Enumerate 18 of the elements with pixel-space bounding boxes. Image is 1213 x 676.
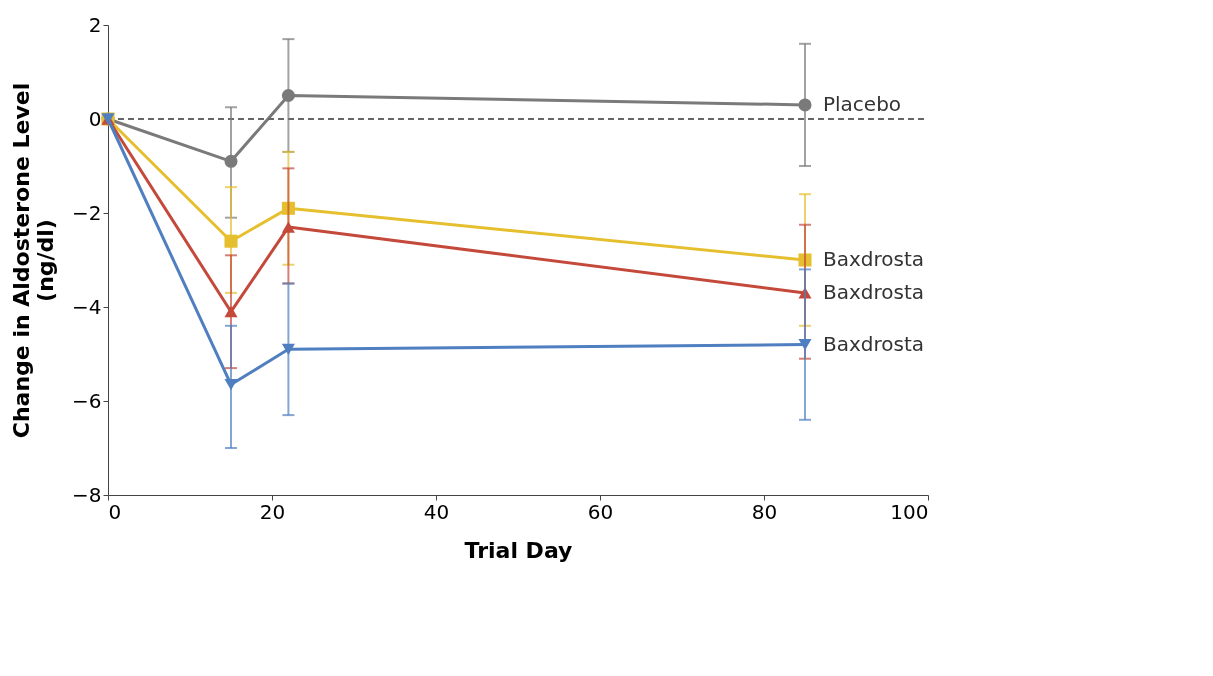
x-axis-title: Trial Day (464, 537, 573, 563)
y-tick-label: −2 (72, 200, 102, 225)
x-tick-label: 80 (751, 499, 778, 524)
y-tick-label: −8 (72, 482, 102, 507)
x-tick-label: 0 (108, 499, 122, 524)
x-tick-label: 40 (423, 499, 450, 524)
y-tick-label: −4 (72, 294, 102, 319)
y-tick-label: 2 (88, 12, 102, 37)
series-label: Baxdrosta (823, 279, 925, 304)
y-axis-title: Change in Aldosterone Level (ng/dl) (9, 82, 59, 439)
y-tick-label: 0 (88, 106, 102, 131)
x-tick-label: 100 (890, 499, 929, 524)
y-tick-label: −6 (72, 388, 102, 413)
series-label: Baxdrosta (823, 247, 925, 271)
x-tick-label: 60 (587, 499, 614, 524)
series-label: Baxdrosta (823, 331, 925, 356)
series-label: Placebo (823, 91, 902, 116)
x-tick-label: 20 (259, 499, 286, 524)
